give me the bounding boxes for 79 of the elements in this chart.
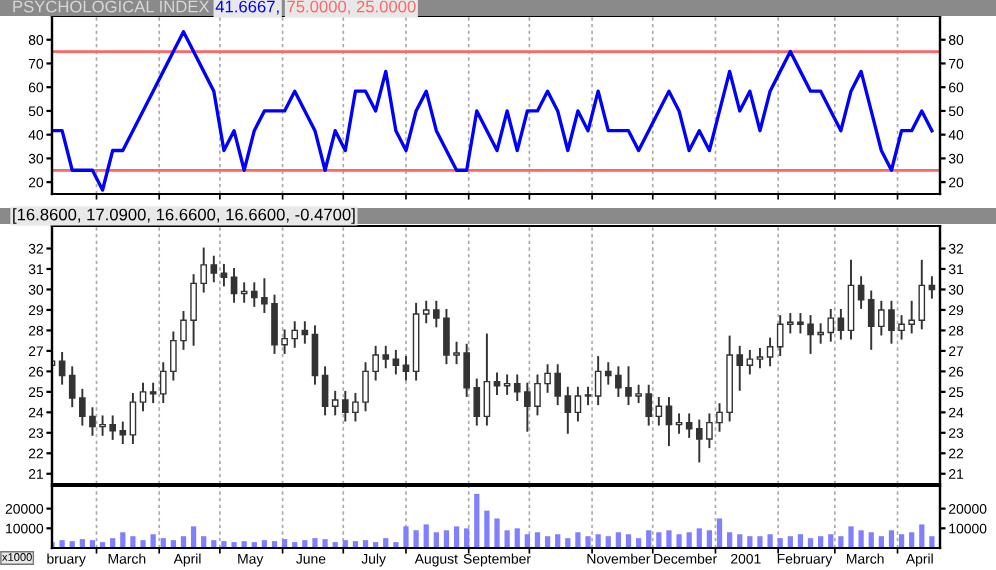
bar xyxy=(868,532,874,548)
bar xyxy=(615,532,622,548)
candlestick xyxy=(483,333,491,426)
candlestick xyxy=(321,366,329,416)
candlestick xyxy=(837,308,845,340)
candlestick xyxy=(392,349,400,375)
candlestick xyxy=(149,382,157,404)
bar xyxy=(423,524,429,548)
bar xyxy=(393,542,399,548)
candlestick xyxy=(584,386,592,406)
bar xyxy=(504,530,510,548)
candlestick xyxy=(230,268,238,303)
candlestick xyxy=(58,351,66,385)
bar xyxy=(534,532,541,548)
bar xyxy=(686,532,692,548)
bar xyxy=(221,541,227,548)
bar xyxy=(646,530,652,548)
bar xyxy=(625,534,632,548)
candlestick xyxy=(220,263,228,287)
candlestick xyxy=(766,337,774,367)
bar xyxy=(140,540,146,548)
candlestick xyxy=(574,386,582,422)
bar xyxy=(858,530,864,548)
candlestick xyxy=(746,349,754,375)
bar xyxy=(575,532,581,548)
bar xyxy=(484,510,490,548)
bar xyxy=(120,532,126,548)
bar xyxy=(727,532,733,548)
bar xyxy=(909,532,915,548)
bar xyxy=(848,526,854,548)
candlestick xyxy=(655,397,663,426)
candlestick xyxy=(139,382,147,412)
bar xyxy=(464,528,470,548)
text: [16.8600, 17.0900, 16.6600, 16.6600, -0.4700] xyxy=(13,208,355,224)
bar xyxy=(757,536,763,548)
bar xyxy=(676,534,682,548)
bar xyxy=(696,528,702,548)
bar xyxy=(767,534,773,548)
bar xyxy=(453,526,460,548)
bar xyxy=(716,518,723,548)
bar xyxy=(737,534,743,548)
line-series xyxy=(52,30,934,192)
candlestick xyxy=(847,259,855,340)
bar xyxy=(656,532,662,548)
bar xyxy=(413,530,419,548)
bar xyxy=(322,539,328,548)
chart-title: PSYCHOLOGICAL INDEX xyxy=(13,0,210,13)
bar xyxy=(130,536,136,548)
bar xyxy=(403,526,409,548)
bar xyxy=(443,530,450,548)
bar xyxy=(524,534,530,548)
bar xyxy=(231,542,237,548)
bar xyxy=(433,532,439,548)
bar xyxy=(514,528,520,548)
text: 41.6667, xyxy=(215,0,279,15)
bar xyxy=(706,530,713,548)
bar xyxy=(494,518,500,548)
bar xyxy=(828,534,834,548)
bar xyxy=(929,536,935,548)
bar xyxy=(898,534,905,548)
candlestick xyxy=(594,356,602,406)
bar xyxy=(838,536,844,548)
bar xyxy=(190,526,197,548)
bar xyxy=(797,534,804,548)
candlestick xyxy=(756,347,764,369)
bar xyxy=(585,536,591,548)
bar xyxy=(474,493,480,548)
bar xyxy=(888,530,895,548)
bar xyxy=(919,524,925,548)
bar xyxy=(59,540,65,548)
bar xyxy=(312,538,318,548)
bar xyxy=(666,530,672,548)
candlestick xyxy=(311,325,319,385)
text: 75.0000, 25.0000 xyxy=(287,0,416,15)
bar xyxy=(150,534,156,548)
candlestick xyxy=(129,392,137,445)
candlestick xyxy=(665,397,673,447)
bar xyxy=(555,534,561,548)
bar xyxy=(595,534,601,548)
